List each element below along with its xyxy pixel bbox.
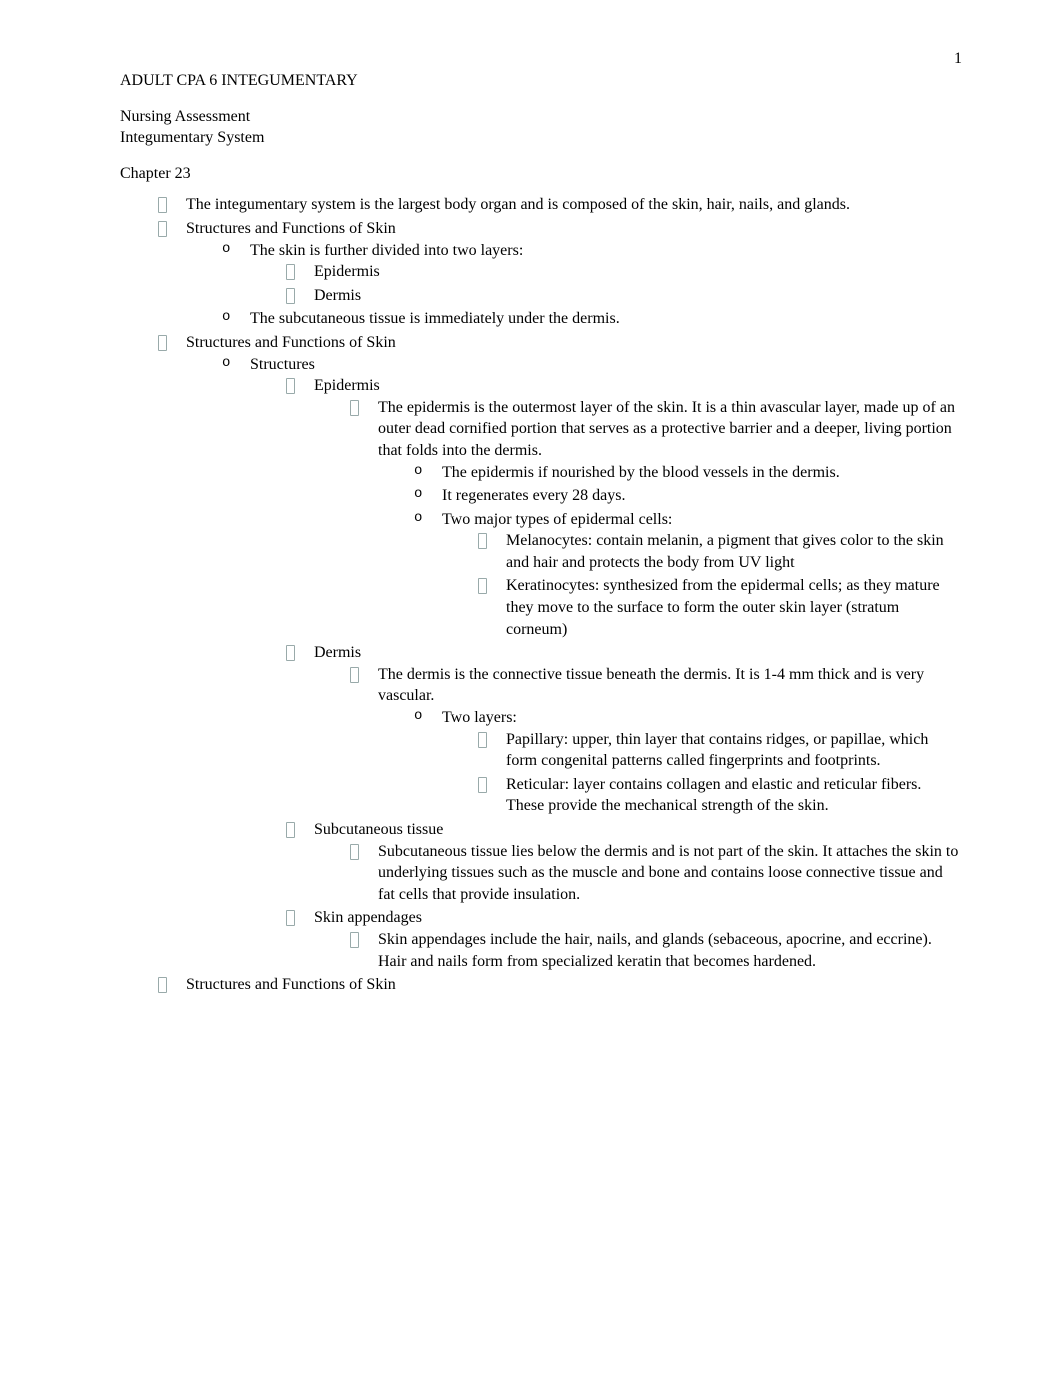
list-item: Two major types of epidermal cells: Mela… <box>414 509 962 641</box>
list-item-text: Two layers: <box>442 709 517 726</box>
list-item: Melanocytes: contain melanin, a pigment … <box>478 530 962 573</box>
list-item: Epidermis The epidermis is the outermost… <box>286 375 962 640</box>
sublist: Two layers: Papillary: upper, thin layer… <box>378 707 962 817</box>
header-line-2: Integumentary System <box>120 127 962 149</box>
list-item-text: Structures and Functions of Skin <box>186 220 396 237</box>
list-item: It regenerates every 28 days. <box>414 485 962 507</box>
sublist: The dermis is the connective tissue bene… <box>314 664 962 817</box>
sublist: Melanocytes: contain melanin, a pigment … <box>442 530 962 640</box>
page-number: 1 <box>954 50 962 68</box>
list-item-text: The skin is further divided into two lay… <box>250 242 523 259</box>
header-line-1: Nursing Assessment <box>120 106 962 128</box>
list-item: Two layers: Papillary: upper, thin layer… <box>414 707 962 817</box>
list-item: Structures and Functions of Skin Structu… <box>158 332 962 972</box>
chapter-heading: Chapter 23 <box>120 163 962 185</box>
list-item: Epidermis <box>286 261 962 283</box>
list-item: Structures Epidermis The epidermis is th… <box>222 354 962 973</box>
list-item-text: Epidermis <box>314 377 380 394</box>
list-item-text: Skin appendages <box>314 909 422 926</box>
list-item: Subcutaneous tissue lies below the dermi… <box>350 841 962 906</box>
list-item: The integumentary system is the largest … <box>158 194 962 216</box>
list-item-text: Structures <box>250 356 315 373</box>
list-item: Dermis <box>286 285 962 307</box>
sublist: The epidermis is the outermost layer of … <box>314 397 962 641</box>
sublist: The skin is further divided into two lay… <box>186 240 962 330</box>
sublist: Papillary: upper, thin layer that contai… <box>442 729 962 817</box>
sublist: Epidermis Dermis <box>250 261 962 306</box>
list-item-text: Dermis <box>314 644 361 661</box>
list-item-text: Subcutaneous tissue <box>314 821 443 838</box>
list-item: Papillary: upper, thin layer that contai… <box>478 729 962 772</box>
sublist: The epidermis if nourished by the blood … <box>378 462 962 641</box>
list-item-text: The dermis is the connective tissue bene… <box>378 666 924 705</box>
sublist: Epidermis The epidermis is the outermost… <box>250 375 962 972</box>
list-item: Dermis The dermis is the connective tiss… <box>286 642 962 817</box>
list-item-text: Structures and Functions of Skin <box>186 334 396 351</box>
list-item: Structures and Functions of Skin The ski… <box>158 218 962 330</box>
list-item: Structures and Functions of Skin <box>158 974 962 996</box>
list-item-text: The epidermis is the outermost layer of … <box>378 399 955 459</box>
sublist: Skin appendages include the hair, nails,… <box>314 929 962 972</box>
list-item: Reticular: layer contains collagen and e… <box>478 774 962 817</box>
list-item: Subcutaneous tissue Subcutaneous tissue … <box>286 819 962 905</box>
list-item: Skin appendages include the hair, nails,… <box>350 929 962 972</box>
sublist: Structures Epidermis The epidermis is th… <box>186 354 962 973</box>
list-item: The subcutaneous tissue is immediately u… <box>222 308 962 330</box>
document-title: ADULT CPA 6 INTEGUMENTARY <box>120 70 962 92</box>
list-item: The epidermis if nourished by the blood … <box>414 462 962 484</box>
list-item: The dermis is the connective tissue bene… <box>350 664 962 817</box>
list-item: The epidermis is the outermost layer of … <box>350 397 962 641</box>
list-item-text: Two major types of epidermal cells: <box>442 511 672 528</box>
list-item: Keratinocytes: synthesized from the epid… <box>478 575 962 640</box>
outline-root: The integumentary system is the largest … <box>120 194 962 995</box>
document-page: ADULT CPA 6 INTEGUMENTARY Nursing Assess… <box>0 0 1062 1058</box>
list-item: The skin is further divided into two lay… <box>222 240 962 307</box>
list-item: Skin appendages Skin appendages include … <box>286 907 962 972</box>
sublist: Subcutaneous tissue lies below the dermi… <box>314 841 962 906</box>
